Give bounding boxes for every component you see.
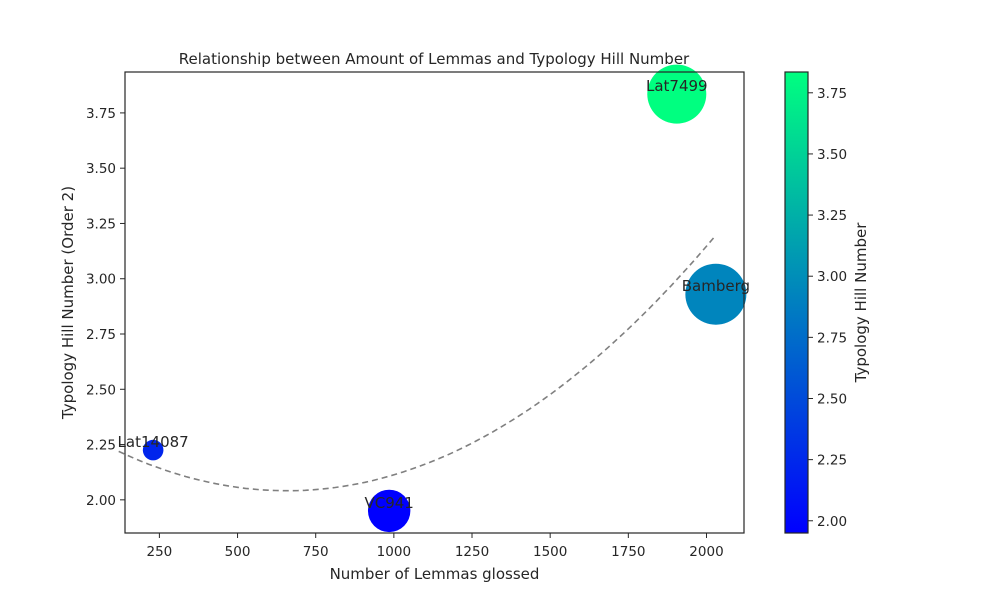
y-tick-label: 3.50 [86,161,116,177]
y-tick-label: 2.00 [86,493,116,509]
point-label: Bamberg [682,277,750,295]
x-tick-label: 500 [225,544,251,560]
point-label: VC941 [364,494,413,512]
x-tick-label: 1500 [533,544,567,560]
y-axis-title: Typology Hill Number (Order 2) [59,186,77,420]
y-tick-label: 2.25 [86,438,116,454]
x-axis-title: Number of Lemmas glossed [330,565,540,583]
colorbar-tick-label: 2.25 [817,453,847,469]
x-tick-label: 2000 [689,544,723,560]
y-axis: 2.00 2.25 2.50 2.75 3.00 3.25 3.50 3.75 [86,106,125,509]
y-tick-label: 3.25 [86,216,116,232]
scatter-point [367,489,411,533]
y-tick-label: 3.00 [86,272,116,288]
point-label: Lat14087 [118,433,189,451]
x-tick-label: 1250 [455,544,489,560]
colorbar-axis: 2.00 2.25 2.50 2.75 3.00 3.25 3.50 3.75 [808,86,847,530]
colorbar-tick-label: 3.50 [817,147,847,163]
colorbar-tick-label: 3.75 [817,86,847,102]
scatter-point [647,64,707,124]
colorbar [785,72,808,533]
x-axis: 250 500 750 1000 1250 1500 1750 2000 [146,533,724,560]
y-tick-label: 2.75 [86,327,116,343]
x-tick-label: 750 [303,544,329,560]
scatter-point [142,439,164,461]
colorbar-tick-label: 2.00 [817,514,847,530]
y-tick-label: 2.50 [86,382,116,398]
point-label: Lat7499 [646,77,708,95]
scatter-point [685,263,747,325]
trendline [118,234,717,492]
x-tick-label: 1750 [611,544,645,560]
colorbar-title: Typology Hill Number [852,222,870,384]
x-tick-label: 250 [146,544,172,560]
chart-title: Relationship between Amount of Lemmas an… [179,50,690,68]
colorbar-frame [784,71,809,534]
colorbar-tick-label: 3.00 [817,269,847,285]
y-tick-label: 3.75 [86,106,116,122]
plot-frame [124,71,745,534]
colorbar-tick-label: 3.25 [817,208,847,224]
colorbar-tick-label: 2.75 [817,330,847,346]
colorbar-tick-label: 2.50 [817,391,847,407]
x-tick-label: 1000 [377,544,411,560]
